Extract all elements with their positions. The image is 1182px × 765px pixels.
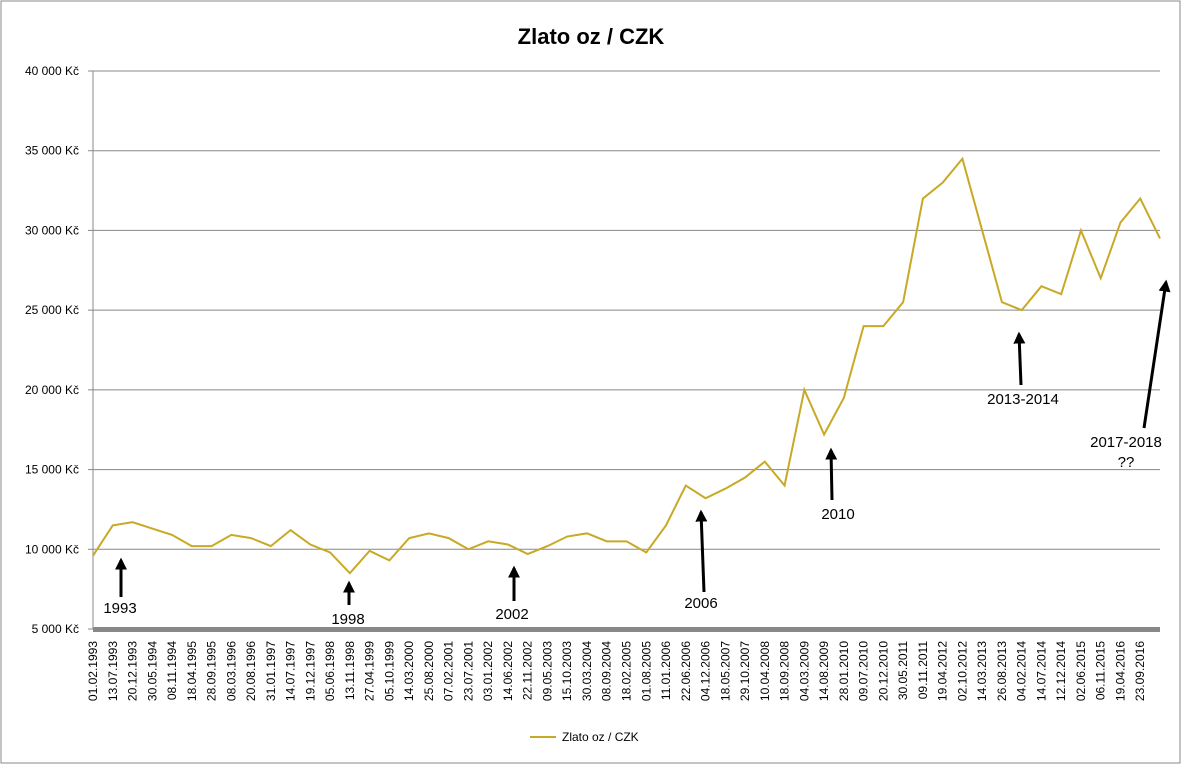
x-tick-label: 04.03.2009 [797, 641, 811, 701]
x-tick-label: 08.11.1994 [165, 641, 179, 700]
y-tick-label: 35 000 Kč [25, 144, 79, 158]
x-tick-label: 10.04.2008 [758, 641, 772, 701]
y-tick-label: 15 000 Kč [25, 463, 79, 477]
x-tick-label: 04.02.2014 [1015, 641, 1029, 701]
legend-label: Zlato oz / CZK [562, 730, 639, 744]
x-tick-label: 25.08.2000 [422, 641, 436, 701]
x-tick-label: 02.10.2012 [955, 641, 969, 701]
x-tick-label: 28.01.2010 [837, 641, 851, 701]
x-tick-label: 05.06.1998 [323, 641, 337, 701]
x-tick-label: 09.07.2010 [857, 641, 871, 701]
y-tick-label: 10 000 Kč [25, 542, 79, 556]
x-tick-label: 01.08.2005 [639, 641, 653, 701]
x-tick-label: 14.03.2013 [975, 641, 989, 701]
x-tick-label: 14.08.2009 [817, 641, 831, 701]
annotation: ?? [1118, 454, 1135, 471]
x-tick-label: 18.09.2008 [778, 641, 792, 701]
x-tick-label: 22.11.2002 [521, 641, 535, 700]
x-tick-label: 23.07.2001 [461, 641, 475, 701]
x-tick-label: 19.12.1997 [303, 641, 317, 701]
y-tick-label: 30 000 Kč [25, 223, 79, 237]
annotation-arrow [1142, 279, 1171, 429]
chart-title: Zlato oz / CZK [518, 24, 665, 49]
annotation: 2017-2018 [1090, 434, 1162, 451]
x-tick-label: 09.11.2011 [916, 641, 930, 700]
annotation-arrow [825, 447, 838, 501]
x-tick-label: 30.05.1994 [145, 641, 159, 701]
x-tick-label: 19.04.2016 [1113, 641, 1127, 701]
x-tick-label: 20.12.1993 [126, 641, 140, 701]
x-tick-label: 31.01.1997 [264, 641, 278, 701]
x-tick-label: 09.05.2003 [540, 641, 554, 701]
x-tick-label: 20.08.1996 [244, 641, 258, 701]
data-line [92, 156, 1161, 575]
x-tick-label: 18.02.2005 [620, 641, 634, 701]
x-tick-label: 27.04.1999 [363, 641, 377, 701]
annotation: 1993 [103, 600, 136, 617]
x-tick-label: 26.08.2013 [995, 641, 1009, 701]
annotation-arrow [695, 509, 708, 593]
annotation-arrow [1013, 331, 1026, 386]
annotation: 2002 [495, 606, 528, 623]
x-tick-label: 18.05.2007 [718, 641, 732, 701]
annotation: 2006 [684, 595, 717, 612]
y-tick-label: 20 000 Kč [25, 383, 79, 397]
x-tick-label: 04.12.2006 [699, 641, 713, 701]
x-axis [93, 627, 1160, 632]
x-tick-label: 13.07.1993 [106, 641, 120, 701]
annotation: 2013-2014 [987, 391, 1059, 408]
x-tick-label: 13.11.1998 [343, 641, 357, 700]
y-tick-label: 5 000 Kč [32, 622, 79, 636]
x-tick-label: 14.07.2014 [1034, 641, 1048, 701]
x-tick-label: 23.09.2016 [1133, 641, 1147, 701]
y-tick-label: 25 000 Kč [25, 303, 79, 317]
x-tick-label: 30.03.2004 [580, 641, 594, 701]
x-tick-label: 06.11.2015 [1094, 641, 1108, 700]
x-tick-label: 08.09.2004 [600, 641, 614, 701]
x-tick-label: 20.12.2010 [876, 641, 890, 701]
x-tick-label: 29.10.2007 [738, 641, 752, 701]
x-tick-label: 18.04.1995 [185, 641, 199, 701]
x-tick-label: 14.03.2000 [402, 641, 416, 701]
x-tick-label: 30.05.2011 [896, 641, 910, 700]
x-tick-label: 02.06.2015 [1074, 641, 1088, 701]
annotation: 1998 [331, 611, 364, 628]
x-tick-label: 14.06.2002 [501, 641, 515, 701]
x-tick-label: 15.10.2003 [560, 641, 574, 701]
x-tick-label: 08.03.1996 [224, 641, 238, 701]
x-tick-label: 01.02.1993 [86, 641, 100, 701]
annotation: 2010 [821, 506, 854, 523]
x-tick-label: 22.06.2006 [679, 641, 693, 701]
x-tick-label: 03.01.2002 [481, 641, 495, 701]
x-tick-label: 11.01.2006 [659, 641, 673, 700]
x-tick-label: 12.12.2014 [1054, 641, 1068, 701]
x-tick-label: 14.07.1997 [284, 641, 298, 701]
x-tick-label: 05.10.1999 [382, 641, 396, 701]
x-tick-label: 07.02.2001 [442, 641, 456, 701]
x-tick-label: 28.09.1995 [205, 641, 219, 701]
y-tick-label: 40 000 Kč [25, 64, 79, 78]
x-tick-label: 19.04.2012 [936, 641, 950, 701]
